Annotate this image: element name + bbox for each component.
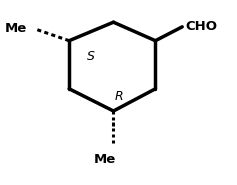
Text: CHO: CHO: [186, 20, 218, 33]
Text: Me: Me: [94, 153, 116, 166]
Text: S: S: [87, 50, 95, 63]
Text: R: R: [115, 90, 123, 103]
Text: Me: Me: [5, 22, 27, 35]
